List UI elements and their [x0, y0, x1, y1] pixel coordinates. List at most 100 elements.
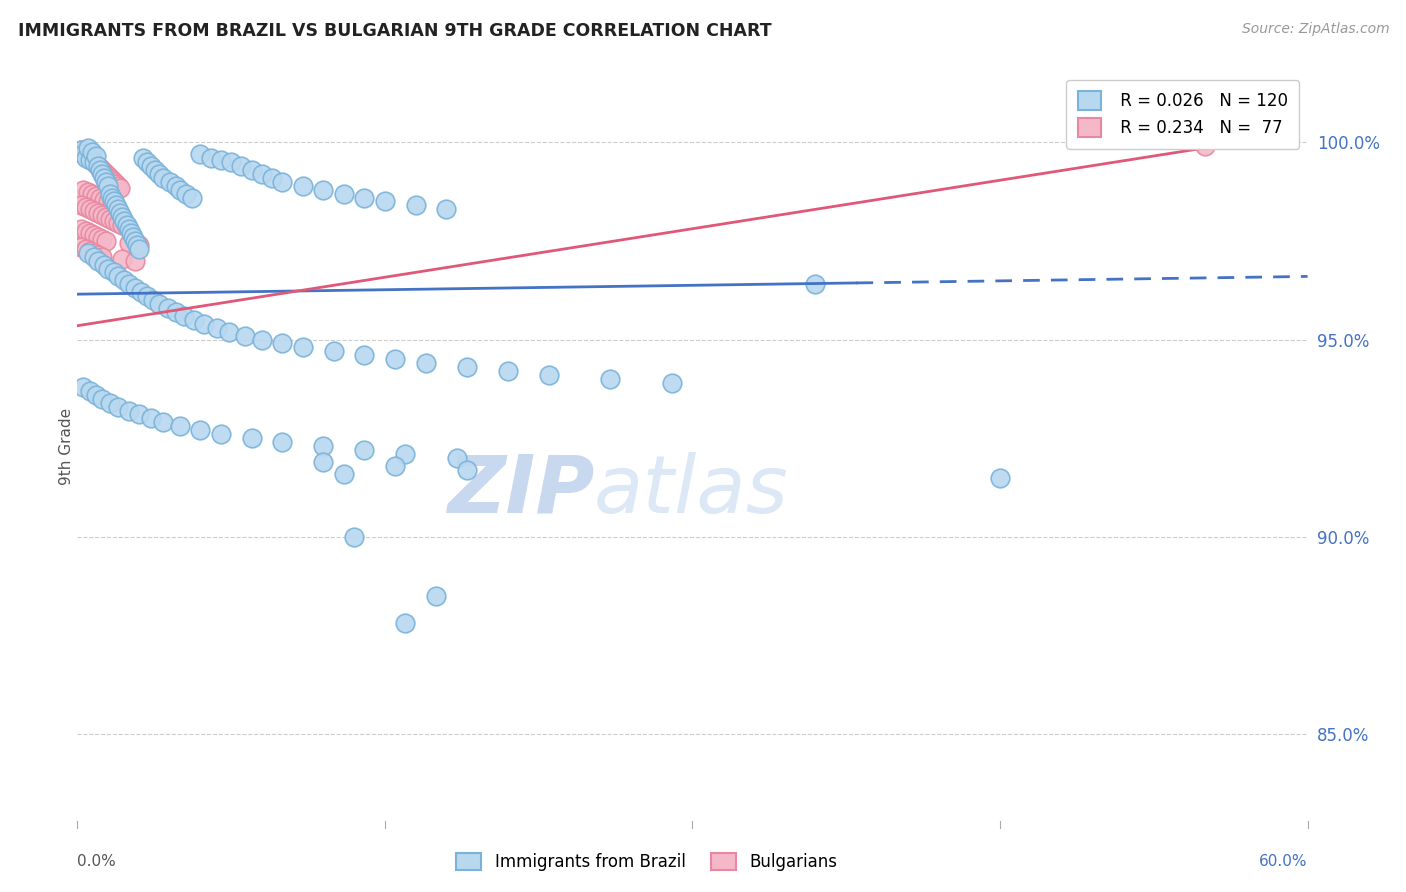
Point: [94, 167, 117, 181]
Point: [250, 333, 273, 347]
Point: [93, 165, 115, 179]
Point: [120, 226, 142, 240]
Point: [87, 248, 110, 262]
Point: [169, 419, 191, 434]
Point: [394, 447, 416, 461]
Point: [142, 293, 165, 307]
Point: [93, 170, 115, 185]
Point: [291, 178, 314, 193]
Point: [333, 467, 356, 481]
Point: [98, 170, 121, 185]
Point: [101, 190, 124, 204]
Point: [132, 151, 155, 165]
Point: [107, 216, 129, 230]
Point: [107, 202, 129, 217]
Point: [83, 227, 105, 242]
Point: [72, 147, 94, 161]
Point: [97, 261, 120, 276]
Point: [97, 169, 120, 183]
Point: [183, 313, 205, 327]
Point: [70, 143, 93, 157]
Point: [333, 186, 356, 201]
Point: [111, 211, 134, 225]
Point: [98, 186, 121, 201]
Point: [90, 392, 114, 406]
Point: [235, 328, 257, 343]
Point: [374, 194, 396, 209]
Point: [89, 190, 111, 204]
Point: [148, 297, 170, 311]
Point: [83, 250, 105, 264]
Point: [111, 252, 134, 266]
Point: [79, 384, 101, 398]
Point: [103, 214, 125, 228]
Point: [105, 177, 128, 191]
Point: [141, 411, 163, 425]
Legend:  R = 0.026   N = 120,  R = 0.234   N =  77: R = 0.026 N = 120, R = 0.234 N = 77: [1066, 79, 1299, 149]
Point: [76, 141, 98, 155]
Point: [394, 616, 416, 631]
Point: [599, 372, 621, 386]
Point: [80, 153, 103, 167]
Point: [169, 183, 191, 197]
Point: [415, 356, 437, 370]
Point: [84, 388, 107, 402]
Point: [94, 211, 117, 225]
Point: [353, 442, 375, 457]
Point: [425, 589, 447, 603]
Point: [93, 193, 115, 207]
Point: [103, 265, 125, 279]
Point: [75, 151, 97, 165]
Point: [111, 218, 134, 232]
Point: [76, 149, 98, 163]
Point: [537, 368, 560, 382]
Point: [107, 269, 129, 284]
Point: [87, 159, 110, 173]
Point: [218, 325, 240, 339]
Point: [436, 202, 458, 217]
Point: [94, 234, 117, 248]
Point: [152, 415, 174, 429]
Text: 60.0%: 60.0%: [1260, 855, 1308, 870]
Point: [72, 183, 94, 197]
Point: [101, 196, 124, 211]
Point: [76, 185, 98, 199]
Point: [70, 240, 93, 254]
Point: [152, 170, 174, 185]
Point: [405, 198, 427, 212]
Text: IMMIGRANTS FROM BRAZIL VS BULGARIAN 9TH GRADE CORRELATION CHART: IMMIGRANTS FROM BRAZIL VS BULGARIAN 9TH …: [18, 22, 772, 40]
Text: Source: ZipAtlas.com: Source: ZipAtlas.com: [1241, 22, 1389, 37]
Point: [89, 161, 111, 175]
Point: [114, 214, 136, 228]
Point: [84, 149, 107, 163]
Point: [231, 159, 253, 173]
Point: [80, 186, 103, 201]
Point: [181, 190, 204, 204]
Point: [75, 224, 97, 238]
Point: [312, 455, 335, 469]
Legend: Immigrants from Brazil, Bulgarians: Immigrants from Brazil, Bulgarians: [449, 845, 845, 880]
Point: [89, 163, 111, 178]
Point: [70, 198, 93, 212]
Point: [83, 155, 105, 169]
Point: [110, 180, 132, 194]
Text: 0.0%: 0.0%: [77, 855, 117, 870]
Point: [262, 170, 284, 185]
Point: [353, 348, 375, 362]
Text: ZIP: ZIP: [447, 452, 595, 530]
Point: [115, 220, 138, 235]
Point: [124, 234, 146, 248]
Point: [271, 175, 294, 189]
Point: [456, 463, 478, 477]
Point: [87, 253, 110, 268]
Point: [240, 431, 263, 445]
Point: [322, 344, 344, 359]
Point: [148, 167, 170, 181]
Point: [98, 395, 121, 409]
Point: [124, 281, 146, 295]
Point: [165, 178, 187, 193]
Point: [143, 163, 166, 178]
Point: [79, 244, 101, 258]
Point: [79, 153, 101, 167]
Point: [446, 450, 468, 465]
